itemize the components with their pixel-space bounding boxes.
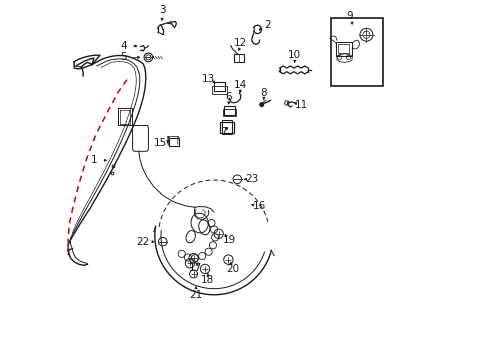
Text: 9: 9	[345, 11, 352, 21]
Bar	[212, 86, 226, 94]
Text: 12: 12	[233, 38, 246, 48]
Text: 20: 20	[226, 264, 239, 274]
Bar	[223, 109, 235, 116]
Text: 4: 4	[120, 41, 126, 50]
Text: 23: 23	[244, 174, 258, 184]
Text: 13: 13	[202, 74, 215, 84]
Text: 7: 7	[219, 127, 226, 136]
Text: 2: 2	[263, 20, 270, 30]
Text: 18: 18	[201, 275, 214, 285]
Bar	[330, 18, 382, 86]
Text: 14: 14	[233, 80, 246, 90]
Bar	[214, 82, 224, 91]
Bar	[338, 44, 348, 53]
Text: 10: 10	[287, 50, 301, 60]
Text: 1: 1	[91, 155, 98, 165]
Bar	[335, 42, 351, 55]
Bar	[224, 107, 234, 116]
Circle shape	[259, 102, 264, 107]
Text: 3: 3	[159, 5, 165, 15]
Text: 5: 5	[120, 52, 126, 62]
Text: 19: 19	[223, 235, 236, 245]
Text: 22: 22	[137, 237, 150, 247]
Bar	[220, 122, 233, 133]
Text: 11: 11	[294, 100, 307, 111]
Bar	[222, 121, 232, 134]
Text: 15: 15	[154, 139, 167, 148]
Bar	[169, 138, 179, 145]
Text: 17: 17	[188, 263, 202, 273]
Text: 21: 21	[189, 290, 203, 300]
Bar	[234, 54, 244, 62]
Text: 16: 16	[252, 201, 265, 211]
Text: 8: 8	[260, 88, 266, 98]
Text: 6: 6	[225, 92, 232, 102]
